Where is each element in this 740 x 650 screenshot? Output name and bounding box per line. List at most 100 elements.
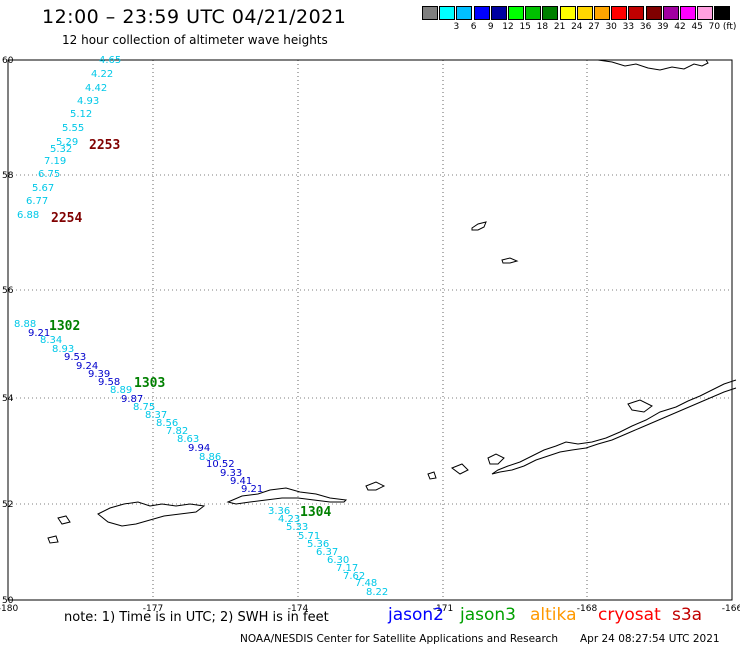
wave-height-value: 8.88 xyxy=(14,319,36,330)
wave-height-value: 6.30 xyxy=(327,555,349,566)
wave-height-value: 9.53 xyxy=(64,352,86,363)
colorbar-swatch xyxy=(576,6,593,20)
colorbar-label: 12 xyxy=(502,22,514,32)
coastline-st-george-island xyxy=(501,257,519,264)
wave-height-value: 8.93 xyxy=(52,344,74,355)
wave-height-value: 4.23 xyxy=(278,514,300,525)
colorbar-swatch xyxy=(594,6,610,20)
colorbar-label: 21 xyxy=(553,22,566,32)
wave-height-value: 5.29 xyxy=(56,137,78,148)
colorbar-swatch xyxy=(611,6,628,20)
lat-tick-label: 58 xyxy=(2,171,14,181)
colorbar-label: 30 xyxy=(605,22,617,32)
wave-height-value: 9.24 xyxy=(76,361,98,372)
coastline-alaska-peninsula xyxy=(491,379,737,475)
lat-tick-label: 60 xyxy=(2,56,14,66)
wave-height-value: 5.36 xyxy=(307,539,329,550)
legend-cryosat: cryosat xyxy=(598,605,661,625)
legend-s3a: s3a xyxy=(672,605,703,625)
lon-tick-label: -180 xyxy=(0,604,18,614)
altimeter-pass: 1303 xyxy=(134,376,165,391)
colorbar-label: 9 xyxy=(487,22,494,32)
wave-height-value: 7.19 xyxy=(44,156,66,167)
wave-height-value: 8.34 xyxy=(40,335,62,346)
colorbar-swatch xyxy=(473,6,490,20)
wave-height-value: 10.52 xyxy=(206,459,235,470)
colorbar-label: 42 xyxy=(674,22,686,32)
wave-height-value: 9.21 xyxy=(28,328,50,339)
colorbar-label: 24 xyxy=(571,22,583,32)
lon-tick-label: -177 xyxy=(143,604,163,614)
map-subtitle: 12 hour collection of altimeter wave hei… xyxy=(62,33,328,47)
coastline-rat-islands xyxy=(97,501,206,527)
colorbar-swatch xyxy=(422,6,438,20)
coastline xyxy=(47,59,737,544)
wave-height-value: 9.39 xyxy=(88,369,110,380)
pass-time-label: 2253 xyxy=(89,138,120,153)
footer-note: note: 1) Time is in UTC; 2) SWH is in fe… xyxy=(64,610,329,625)
map-grid xyxy=(7,59,733,601)
coastline-fox-islands-3 xyxy=(365,481,386,491)
wave-height-value: 9.41 xyxy=(230,476,252,487)
pass-time-label: 1302 xyxy=(49,319,80,334)
wave-height-value: 4.93 xyxy=(77,96,99,107)
generated-timestamp: Apr 24 08:27:54 UTC 2021 xyxy=(580,633,720,645)
colorbar-swatch xyxy=(525,6,542,20)
wave-height-value: 4.65 xyxy=(99,55,121,66)
wave-height-value: 8.75 xyxy=(133,402,155,413)
coastline-st-paul-island xyxy=(471,221,487,231)
map-frame xyxy=(7,59,733,601)
map-title: 12:00 – 23:59 UTC 04/21/2021 xyxy=(42,6,347,28)
lat-tick-label: 52 xyxy=(2,500,13,510)
altimeter-pass: 4.65 4.22 4.42 4.93 5.12 5.55 5.295.327.19 6.75… xyxy=(17,55,121,221)
altimeter-pass: 8.889.218.348.939.539.249.399.588.899.87… xyxy=(14,319,263,495)
altimeter-tracks: 4.65 4.22 4.42 4.93 5.12 5.55 5.295.327.19 6.75… xyxy=(14,55,388,598)
colorbar-label: 33 xyxy=(622,22,635,32)
wave-height-value: 9.58 xyxy=(98,377,120,388)
pass-time-label: 1304 xyxy=(300,505,331,520)
colorbar-swatch xyxy=(559,6,576,20)
colorbar-swatch xyxy=(490,6,507,20)
colorbar-label: 27 xyxy=(588,22,600,32)
colorbar-swatch xyxy=(456,6,473,20)
pass-time-label: 1303 xyxy=(134,376,165,391)
wave-height-value: 8.37 xyxy=(145,410,167,421)
colorbar-label: 3 xyxy=(453,22,460,32)
coastline-andreanof-islands xyxy=(226,487,348,505)
legend-altika: altika xyxy=(530,605,577,625)
wave-height-value: 4.22 xyxy=(91,69,113,80)
legend-jason2: jason2 xyxy=(388,605,444,625)
colorbar-swatch xyxy=(662,6,679,20)
wave-height-value: 4.42 xyxy=(85,83,107,94)
wave-height-value: 7.62 xyxy=(343,571,365,582)
wave-height-value: 6.75 xyxy=(38,169,60,180)
wave-height-value: 3.36 xyxy=(268,506,290,517)
axis-labels: -180 -177 -174 -171 -168 -166 60 58 56 54 52 50 xyxy=(0,56,740,614)
credit-line: NOAA/NESDIS Center for Satellite Applica… xyxy=(240,633,558,645)
wave-height-value: 8.63 xyxy=(177,434,199,445)
lat-tick-label: 50 xyxy=(2,596,14,606)
colorbar-swatch xyxy=(508,6,524,20)
colorbar-unit: (ft) xyxy=(722,22,737,32)
legend-jason3: jason3 xyxy=(460,605,516,625)
lon-tick-label: -166 xyxy=(722,604,740,614)
colorbar-swatch xyxy=(542,6,559,20)
coastline-kodiak-islands xyxy=(627,399,653,413)
colorbar-label: 39 xyxy=(657,22,669,32)
wave-height-value: 5.67 xyxy=(32,183,54,194)
wave-height-value: 5.71 xyxy=(298,531,320,542)
colorbar-swatch xyxy=(645,6,662,20)
wave-height-value: 9.21 xyxy=(241,484,263,495)
coastline-mainland xyxy=(597,59,709,71)
wave-height-value: 8.22 xyxy=(366,587,388,598)
altimeter-pass: 3.364.235.335.715.366.376.307.177.627.48… xyxy=(268,505,388,598)
altimeter-pass: 2254 xyxy=(51,211,82,226)
wave-height-value: 6.37 xyxy=(316,547,338,558)
wave-height-value: 8.86 xyxy=(199,452,221,463)
colorbar-label: 70 xyxy=(708,22,721,32)
colorbar-label: 15 xyxy=(519,22,531,32)
coastline-near-islands-2 xyxy=(47,535,59,544)
wave-height-value: 5.55 xyxy=(62,123,84,134)
colorbar-label: 18 xyxy=(536,22,549,32)
